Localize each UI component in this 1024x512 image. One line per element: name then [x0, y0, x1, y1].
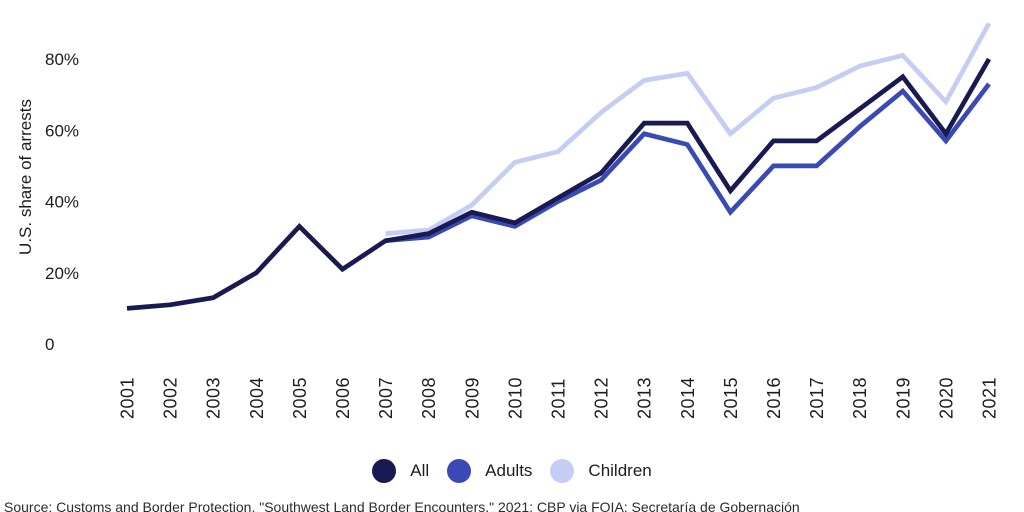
legend-item-adults: Adults: [447, 459, 532, 483]
x-tick-label-2011: 2011: [549, 378, 569, 419]
series-line-children: [385, 22, 992, 236]
x-tick-label-2016: 2016: [764, 377, 784, 419]
x-tick-label-2004: 2004: [247, 377, 267, 419]
y-axis-title: U.S. share of arrests: [16, 99, 35, 255]
line-chart: U.S. share of arrests 80% 60% 40% 20% 0 2001 20…: [16, 22, 1000, 419]
x-tick-label-2006: 2006: [333, 377, 353, 419]
legend-label-adults: Adults: [485, 461, 533, 480]
y-tick-label: 40%: [45, 193, 79, 212]
x-tick-label-2021: 2021: [980, 377, 1000, 419]
x-tick-label-2012: 2012: [592, 377, 612, 419]
legend-item-all: All: [372, 459, 429, 483]
series-line-all: [126, 57, 992, 311]
legend-dot-all-icon: [372, 459, 397, 483]
legend-label-children: Children: [588, 461, 652, 480]
y-tick-label: 80%: [45, 50, 79, 69]
series-line-adults: [385, 82, 991, 244]
chart-legend: All Adults Children: [0, 456, 1024, 486]
x-tick-label-2001: 2001: [118, 377, 138, 419]
legend-dot-adults-icon: [447, 459, 472, 483]
source-note: Source: Customs and Border Protection, "…: [4, 499, 800, 512]
x-tick-label-2018: 2018: [850, 377, 870, 419]
y-tick-label: 0: [45, 335, 54, 354]
x-tick-label-2007: 2007: [376, 377, 396, 419]
x-tick-label-2005: 2005: [290, 377, 310, 419]
x-tick-label-2020: 2020: [936, 377, 956, 419]
x-tick-label-2003: 2003: [204, 377, 224, 419]
legend-item-children: Children: [550, 459, 652, 483]
x-tick-label-2014: 2014: [678, 377, 698, 419]
x-tick-label-2019: 2019: [893, 377, 913, 419]
x-tick-label-2017: 2017: [807, 377, 827, 419]
x-tick-label-2002: 2002: [161, 377, 181, 419]
x-tick-label-2008: 2008: [419, 377, 439, 419]
y-tick-label: 60%: [45, 121, 79, 140]
x-tick-label-2009: 2009: [462, 377, 482, 419]
x-tick-label-2013: 2013: [635, 377, 655, 419]
x-tick-label-2015: 2015: [721, 377, 741, 419]
x-tick-label-2010: 2010: [505, 377, 525, 419]
y-tick-label: 20%: [45, 264, 79, 283]
legend-label-all: All: [410, 461, 430, 480]
legend-dot-children-icon: [550, 459, 575, 483]
